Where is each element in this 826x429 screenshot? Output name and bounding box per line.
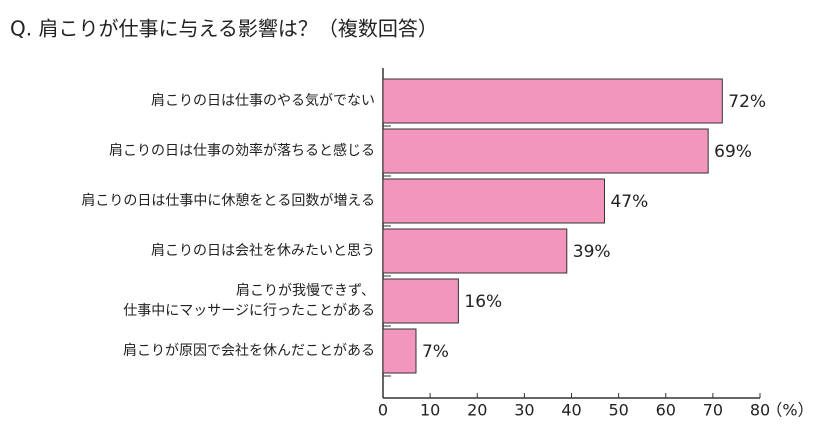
y-tick-label: 肩こりの日は仕事中に休憩をとる回数が増える	[81, 192, 375, 209]
y-tick-label: 肩こりの日は会社を休みたいと思う	[151, 243, 375, 259]
x-tick-label: 20	[467, 401, 487, 420]
bar	[382, 78, 723, 124]
y-tick-label: 肩こりの日は仕事のやる気がでない	[151, 93, 375, 109]
x-tick-label: 50	[608, 401, 628, 420]
x-tick-label: 40	[561, 401, 581, 420]
x-axis-label: （%）	[766, 401, 813, 420]
x-tick-label: 70	[703, 401, 723, 420]
x-tick-label: 80	[750, 401, 770, 420]
value-label: 7%	[422, 342, 449, 362]
bar	[382, 228, 568, 274]
x-tick-label: 30	[514, 401, 534, 420]
value-label: 16%	[464, 292, 502, 312]
y-tick-label: 仕事中にマッサージに行ったことがある	[123, 303, 375, 319]
y-tick-label: 肩こりの日は仕事の効率が落ちると感じる	[109, 142, 375, 159]
y-tick-label: 肩こりが我慢できず、	[236, 282, 375, 299]
x-tick-label: 10	[420, 401, 440, 420]
x-tick-label: 0	[378, 401, 388, 420]
x-tick-label: 60	[656, 401, 676, 420]
chart-title: Q. 肩こりが仕事に与える影響は？（複数回答）	[10, 17, 438, 41]
value-label: 39%	[573, 242, 611, 262]
bar	[382, 128, 709, 174]
bar	[382, 178, 605, 224]
value-label: 47%	[610, 192, 648, 212]
value-label: 69%	[714, 142, 752, 162]
bar	[382, 278, 459, 324]
bar	[382, 328, 417, 374]
y-tick-label: 肩こりが原因で会社を休んだことがある	[123, 343, 375, 359]
value-label: 72%	[728, 92, 766, 112]
